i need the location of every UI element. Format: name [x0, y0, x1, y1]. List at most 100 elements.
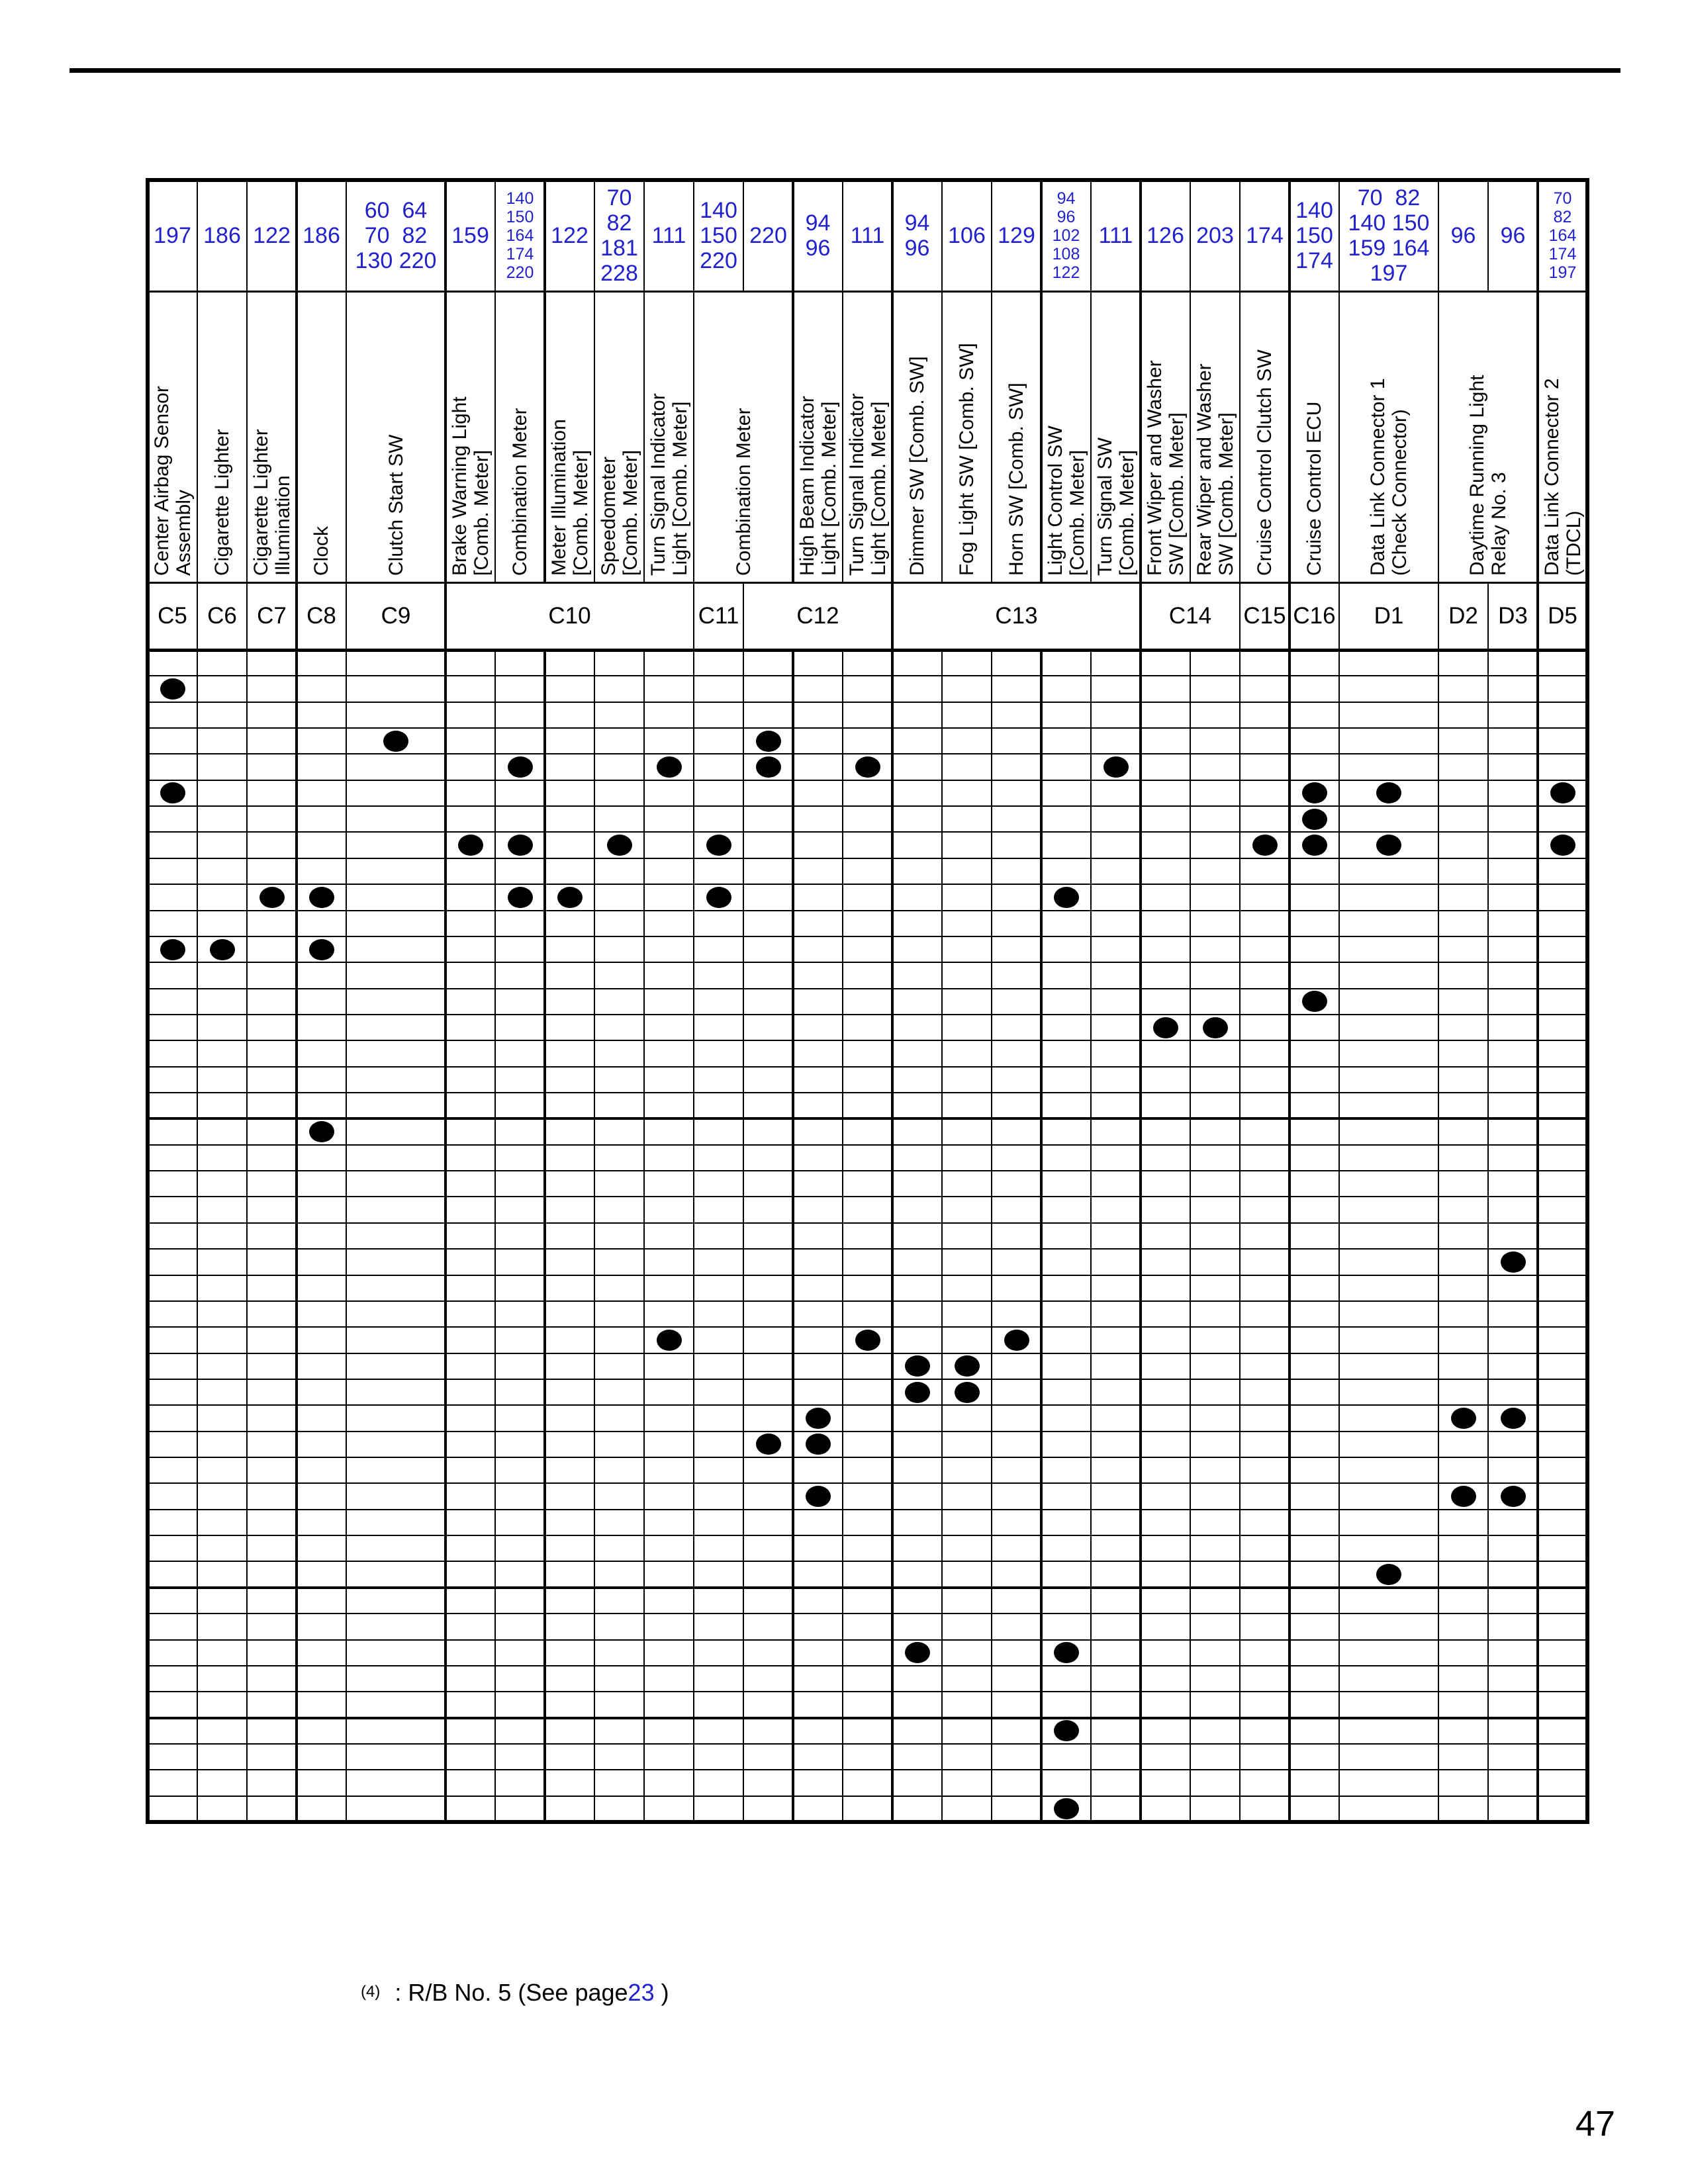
- grid-line-h: [146, 962, 1589, 964]
- grid-line-h: [146, 909, 1589, 911]
- grid-dot: [755, 730, 781, 752]
- grid-line-h: [146, 1561, 1589, 1563]
- page-ref-cell: 174: [1246, 223, 1284, 248]
- grid-line-h: [146, 290, 1589, 293]
- footnote: (4): R/B No. 5 (See page23 ): [361, 1979, 669, 2007]
- grid-line-h: [146, 753, 1589, 755]
- grid-line-v: [543, 650, 546, 1822]
- grid-line-v: [792, 650, 794, 1822]
- grid-dot: [1450, 1486, 1476, 1508]
- grid-line-v: [494, 650, 496, 1822]
- grid-line-h: [146, 1117, 1589, 1120]
- grid-line-h: [146, 1300, 1589, 1302]
- grid-dot: [954, 1355, 980, 1377]
- component-label: Combination Meter: [509, 408, 531, 576]
- grid-line-h: [146, 1535, 1589, 1537]
- grid-dot: [160, 782, 185, 804]
- component-label: Clock: [310, 525, 332, 576]
- grid-dot: [383, 730, 408, 752]
- grid-line-h: [146, 1639, 1589, 1641]
- grid-dot: [1053, 1642, 1079, 1664]
- connector-code: C9: [381, 603, 411, 629]
- grid-dot: [755, 756, 781, 778]
- grid-line-v: [1090, 650, 1092, 1822]
- grid-dot: [805, 1407, 831, 1429]
- grid-dot: [656, 756, 682, 778]
- grid-line-h: [146, 1066, 1589, 1068]
- grid-line-v: [941, 650, 943, 1822]
- grid-line-v: [842, 650, 843, 1822]
- grid-line-h: [146, 935, 1589, 937]
- grid-dot: [1500, 1407, 1526, 1429]
- grid-line-v: [743, 180, 744, 291]
- component-label: Combination Meter: [732, 408, 755, 576]
- grid-line-v: [941, 180, 943, 582]
- grid-line-h: [146, 805, 1589, 807]
- grid-line-h: [146, 1274, 1589, 1276]
- grid-line-v: [146, 180, 150, 1822]
- grid-line-v: [494, 180, 496, 582]
- grid-dot: [557, 886, 583, 908]
- grid-dot: [1550, 835, 1575, 856]
- connector-code: C11: [698, 603, 739, 629]
- grid-line-h: [146, 1586, 1589, 1589]
- grid-line-h: [146, 1222, 1589, 1224]
- grid-dot: [1500, 1251, 1526, 1273]
- grid-dot: [160, 678, 185, 700]
- page-ref-cell: 70 82 140 150 159 164 197: [1348, 185, 1430, 286]
- page-ref-cell: 106: [948, 223, 986, 248]
- grid-line-h: [146, 1326, 1589, 1328]
- grid-line-v: [1040, 180, 1043, 582]
- page-ref-cell: 140 150 220: [700, 198, 737, 273]
- grid-line-h: [146, 1716, 1589, 1719]
- component-label: Cigarette Lighter: [211, 429, 233, 576]
- grid-line-v: [346, 180, 347, 1822]
- grid-line-v: [1239, 180, 1241, 1822]
- grid-dot: [706, 835, 731, 856]
- grid-line-v: [1190, 180, 1191, 582]
- grid-line-v: [246, 180, 248, 1822]
- grid-dot: [308, 886, 334, 908]
- grid-dot: [1301, 991, 1327, 1013]
- grid-line-v: [792, 180, 794, 582]
- grid-line-v: [1585, 180, 1589, 1822]
- component-label: Fog Light SW [Comb. SW]: [956, 343, 978, 576]
- page-ref-cell: 140 150 164 174 220: [506, 189, 534, 282]
- page-ref-cell: 126: [1147, 223, 1184, 248]
- grid-line-h: [146, 1144, 1589, 1146]
- grid-line-v: [693, 180, 694, 1822]
- connector-code: C7: [257, 603, 287, 629]
- grid-line-v: [643, 650, 645, 1822]
- grid-line-v: [743, 582, 744, 1822]
- page-ref-cell: 70 82 164 174 197: [1548, 189, 1577, 282]
- page-ref-cell: 111: [1098, 223, 1133, 248]
- grid-line-v: [1438, 180, 1439, 1822]
- grid-line-h: [146, 1404, 1589, 1406]
- grid-line-v: [1487, 180, 1489, 291]
- grid-line-h: [146, 1664, 1589, 1666]
- component-label: Clutch Start SW: [385, 434, 407, 576]
- grid-line-h: [146, 1457, 1589, 1459]
- component-label: Cigarette Lighter Illumination: [250, 429, 294, 576]
- grid-line-h: [146, 178, 1589, 182]
- grid-line-v: [295, 180, 298, 1822]
- grid-dot: [805, 1486, 831, 1508]
- grid-line-v: [1487, 582, 1489, 1822]
- component-label: Daytime Running Light Relay No. 3: [1466, 375, 1510, 576]
- page-ref-cell: 60 64 70 82 130 220: [355, 198, 437, 273]
- grid-dot: [1202, 1017, 1228, 1038]
- connector-code: C10: [548, 603, 591, 629]
- page-ref-cell: 111: [651, 223, 686, 248]
- grid-line-h: [146, 1820, 1589, 1824]
- component-label: Speedometer [Comb. Meter]: [597, 449, 641, 576]
- page-ref-cell: 122: [253, 223, 291, 248]
- grid-line-v: [1288, 180, 1291, 1822]
- grid-dot: [308, 1121, 334, 1143]
- grid-line-h: [146, 1769, 1589, 1771]
- grid-line-v: [643, 180, 645, 582]
- component-label: Turn Signal Indicator Light [Comb. Meter…: [845, 393, 890, 576]
- grid-dot: [1550, 782, 1575, 804]
- grid-dot: [706, 886, 731, 908]
- connector-code: C14: [1168, 603, 1212, 629]
- grid-line-h: [146, 1352, 1589, 1354]
